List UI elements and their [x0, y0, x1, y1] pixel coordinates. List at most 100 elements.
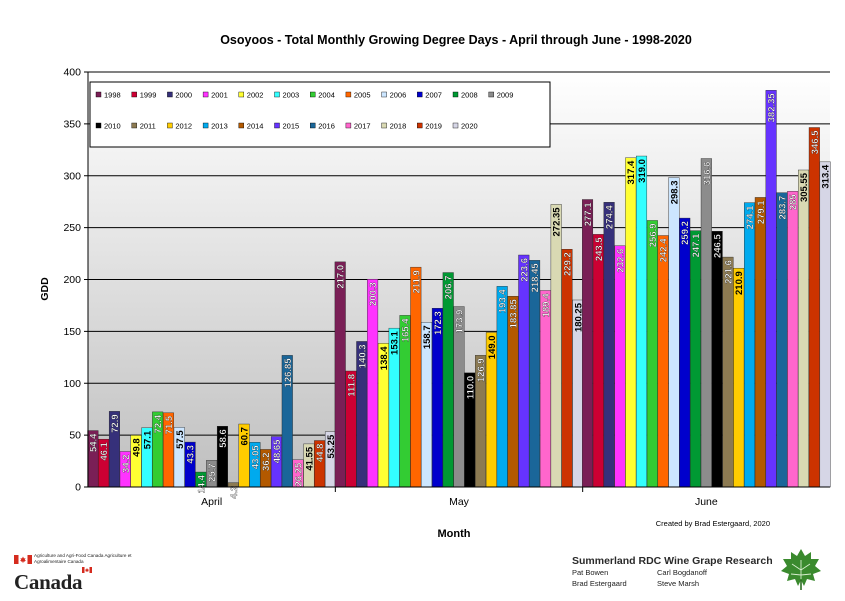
axes: 0 50 100 150 200 250 300 350 400 April May June [63, 67, 830, 508]
legend-swatch [417, 91, 423, 98]
legend-entry: 2007 [425, 91, 442, 100]
bar [808, 127, 820, 488]
bar [798, 169, 810, 488]
legend-entry: 2017 [354, 122, 371, 131]
x-tick-label: May [449, 496, 470, 508]
legend-swatch [131, 122, 137, 129]
y-tick-label: 400 [63, 67, 81, 79]
legend-swatch [452, 122, 459, 129]
legend-swatch [167, 91, 173, 98]
x-axis-label: Month [438, 528, 471, 540]
aafc-logo-text: Agriculture and Agri-Food Canada Agricul… [34, 553, 132, 564]
legend-swatch [310, 122, 316, 129]
data-label: 110.0 [465, 376, 476, 399]
legend-swatch [274, 122, 280, 129]
x-tick-label: April [201, 496, 222, 508]
data-label: 153.1 [390, 330, 401, 354]
credit-name: Pat Bowen [572, 568, 609, 577]
data-label: 138.4 [379, 346, 390, 370]
legend: 1998 1999 2000 2001 2002 2003 2004 2005 2006 2007… [89, 81, 551, 148]
wordmark-flag-icon [82, 567, 92, 573]
bar [592, 234, 604, 488]
data-label: 200.3 [368, 282, 379, 306]
data-label: 41.55 [304, 446, 315, 470]
research-credit: Summerland RDC Wine Grape Research Pat B… [572, 555, 787, 599]
credit-name: Steve Marsh [657, 579, 700, 588]
bars [87, 90, 831, 488]
credit-name: Brad Estergaard [572, 579, 627, 588]
data-label: 48.65 [272, 439, 283, 463]
data-label: 285 [788, 194, 799, 211]
data-label: 111.8 [347, 374, 358, 397]
x-tick-label: June [695, 496, 718, 508]
bar [679, 217, 691, 488]
data-label: 173.9 [455, 310, 466, 334]
bar [700, 158, 712, 488]
data-label: 53.25 [326, 434, 337, 458]
legend-entry: 2000 [175, 91, 192, 100]
data-label: 223.6 [519, 258, 530, 282]
legend-swatch [381, 122, 387, 129]
legend-entry: 1999 [140, 91, 157, 100]
data-label: 149.0 [487, 335, 498, 359]
data-label: 14.4 [196, 474, 207, 493]
bar [550, 204, 562, 488]
data-label: 34.2 [121, 455, 132, 474]
legend-swatch [167, 122, 173, 129]
data-label: 210.9 [734, 271, 745, 295]
legend-entry: 2012 [175, 122, 192, 131]
data-label: 279.1 [756, 200, 767, 224]
y-tick-label: 50 [69, 430, 81, 442]
data-label: 229.2 [563, 252, 574, 276]
data-label: 298.3 [669, 181, 680, 205]
bar [625, 157, 637, 488]
data-label: 126.85 [283, 358, 294, 388]
data-label: 60.7 [240, 427, 251, 446]
data-label: 172.3 [433, 311, 444, 335]
data-label: 259.2 [680, 221, 691, 245]
canada-wordmark: Canada [14, 570, 83, 594]
data-label: 183.85 [509, 299, 520, 329]
legend-entry: 2014 [247, 122, 264, 131]
bar [754, 197, 766, 488]
data-label: 382.35 [767, 93, 778, 123]
bar [636, 155, 648, 488]
legend-swatch [452, 91, 459, 98]
legend-entry: 2006 [390, 91, 407, 100]
data-label: 193.4 [498, 289, 509, 313]
bar [367, 278, 379, 488]
legend-entry: 1998 [104, 91, 121, 100]
legend-box [89, 81, 551, 148]
data-label: 57.5 [175, 430, 186, 449]
legend-swatch [95, 91, 102, 98]
chart-title: Osoyoos - Total Monthly Growing Degree D… [220, 33, 692, 47]
legend-entry: 2019 [425, 122, 442, 131]
credit-name: Carl Bogdanoff [657, 568, 707, 577]
legend-entry: 2001 [211, 91, 228, 100]
data-label: 346.5 [810, 130, 821, 154]
data-label: 283.7 [777, 196, 788, 220]
data-label: 247.1 [691, 233, 702, 257]
data-label: 189.4 [541, 293, 552, 317]
data-label: 4.2 [229, 486, 240, 499]
data-label: 43.3 [186, 445, 197, 464]
legend-swatch [310, 91, 316, 98]
data-label: 58.6 [218, 429, 229, 448]
legend-entry: 2011 [140, 122, 156, 131]
legend-entry: 2004 [318, 91, 335, 100]
y-tick-label: 300 [63, 170, 81, 182]
data-label: 49.8 [132, 438, 143, 457]
data-label: 25.7 [207, 463, 218, 482]
data-labels: 54.4 46.172.9 34.249.8 57.172.4 71.557.543.3… [88, 92, 832, 499]
legend-entry: 2005 [354, 91, 371, 100]
growing-degree-days-chart: Osoyoos - Total Monthly Growing Degree D… [39, 33, 832, 540]
legend-swatch [417, 122, 423, 129]
data-label: 242.4 [659, 238, 670, 262]
data-label: 274.4 [605, 205, 616, 229]
y-tick-label: 100 [63, 378, 81, 390]
y-tick-label: 350 [63, 118, 81, 130]
legend-entry: 2003 [283, 91, 300, 100]
data-label: 272.35 [552, 207, 563, 237]
data-label: 36.2 [261, 452, 272, 471]
data-label: 313.4 [821, 164, 832, 188]
